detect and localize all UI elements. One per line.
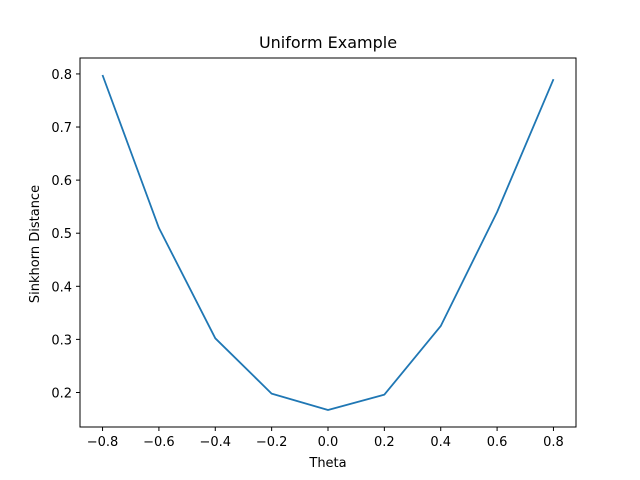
x-axis: −0.8 −0.6 −0.4 −0.2 0.0 0.2 0.4 0.6 0.8 — [87, 427, 564, 450]
y-tick-label: 0.2 — [51, 386, 72, 401]
x-tick-label: −0.4 — [199, 435, 231, 450]
y-axis: 0.2 0.3 0.4 0.5 0.6 0.7 0.8 — [51, 68, 80, 401]
chart-title: Uniform Example — [259, 33, 397, 52]
x-tick-label: 0.8 — [543, 435, 564, 450]
x-tick-label: 0.6 — [487, 435, 508, 450]
y-axis-label: Sinkhorn Distance — [28, 185, 43, 303]
y-tick-label: 0.5 — [51, 227, 72, 242]
x-axis-label: Theta — [308, 456, 346, 471]
x-tick-label: 0.0 — [318, 435, 339, 450]
x-tick-label: −0.8 — [87, 435, 119, 450]
y-tick-label: 0.3 — [51, 333, 72, 348]
y-tick-label: 0.4 — [51, 280, 72, 295]
x-tick-label: −0.2 — [256, 435, 288, 450]
x-tick-label: −0.6 — [143, 435, 175, 450]
x-tick-label: 0.2 — [374, 435, 395, 450]
x-tick-label: 0.4 — [430, 435, 451, 450]
y-tick-label: 0.8 — [51, 68, 72, 83]
y-tick-label: 0.6 — [51, 174, 72, 189]
series-line — [101, 74, 555, 411]
y-tick-label: 0.7 — [51, 121, 72, 136]
series-layer — [101, 74, 555, 411]
